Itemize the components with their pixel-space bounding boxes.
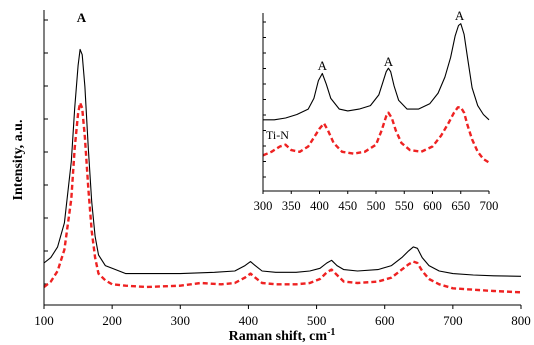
x-axis-title-superscript: -1 [327, 327, 335, 338]
series-line-dashed-red [262, 106, 490, 164]
x-tick-label: 500 [307, 313, 327, 328]
main-series-group [43, 48, 522, 294]
main-y-ticks [44, 19, 48, 285]
x-tick-label: 550 [395, 199, 414, 213]
x-tick-label: 700 [480, 199, 499, 213]
ti-n-label: Ti-N [266, 128, 289, 142]
series-line-dashed-red [43, 101, 522, 294]
y-axis-title: Intensity, a.u. [11, 120, 26, 201]
x-tick-label: 300 [254, 199, 273, 213]
inset-background [263, 13, 492, 191]
x-tick-label: 650 [451, 199, 470, 213]
x-tick-label: 100 [34, 313, 54, 328]
x-tick-label: 450 [338, 199, 357, 213]
x-tick-label: 600 [375, 313, 395, 328]
inset-x-ticks: 300 350 400 450 500 550 600 650 700 [254, 191, 499, 213]
inset-plot: 300 350 400 450 500 550 600 650 700 A A A Ti-N [254, 8, 499, 213]
inset-series-group [262, 23, 490, 164]
x-axis-title-text: Raman shift, cm [229, 329, 328, 344]
x-axis-title: Raman shift, cm-1 [229, 327, 336, 344]
series-line-solid-black [263, 23, 490, 121]
main-x-ticks: 100 200 300 400 500 600 700 800 [34, 305, 531, 328]
x-tick-label: 400 [310, 199, 329, 213]
x-tick-label: 800 [511, 313, 531, 328]
x-tick-label: 400 [239, 313, 259, 328]
series-line-solid-black [43, 48, 522, 277]
main-plot: 100 200 300 400 500 600 700 800 A Intensity, a.… [11, 10, 531, 344]
main-peak-label-a: A [77, 10, 87, 25]
inset-peak-label-a-3: A [455, 8, 465, 23]
x-tick-label: 350 [282, 199, 301, 213]
x-tick-label: 300 [171, 313, 191, 328]
x-tick-label: 600 [423, 199, 442, 213]
x-tick-label: 500 [367, 199, 386, 213]
x-tick-label: 700 [443, 313, 463, 328]
x-tick-label: 200 [102, 313, 122, 328]
inset-peak-label-a-2: A [384, 54, 394, 69]
inset-peak-label-a-1: A [318, 58, 328, 73]
